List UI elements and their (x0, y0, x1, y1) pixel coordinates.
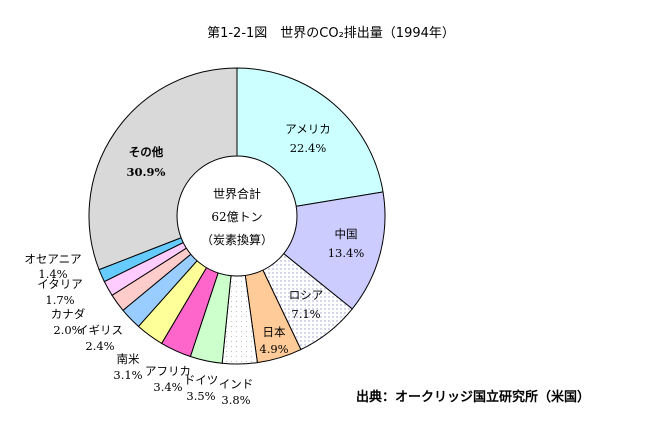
slice-label-5: ドイツ (184, 373, 219, 387)
slice-label-3: 日本 (263, 325, 286, 339)
slice-label-9: カナダ (51, 307, 86, 321)
slice-value-1: 13.4% (328, 246, 365, 260)
center-line2: 62億トン (211, 210, 262, 224)
slice-value-4: 3.8% (221, 393, 250, 407)
center-line3: （炭素換算） (201, 232, 273, 247)
slice-label-2: ロシア (289, 288, 324, 302)
slice-label-10: イタリア (37, 277, 83, 291)
slice-value-8: 2.4% (85, 339, 114, 353)
slice-label-6: アフリカ (145, 364, 191, 378)
slice-value-6: 3.4% (153, 380, 182, 394)
slice-value-9: 2.0% (53, 323, 82, 337)
slice-label-12: その他 (129, 145, 164, 159)
slice-label-8: イギリス (77, 323, 123, 337)
chart-title: 第1-2-1図 世界のCO₂排出量（1994年） (207, 26, 455, 41)
slice-value-11: 1.4% (38, 267, 67, 281)
slice-value-12: 30.9% (127, 165, 166, 179)
center-line1: 世界合計 (213, 186, 261, 201)
slice-value-10: 1.7% (45, 293, 74, 307)
slice-value-0: 22.4% (290, 141, 327, 155)
slice-value-2: 7.1% (291, 307, 320, 321)
source-note: 出典：オークリッジ国立研究所（米国） (356, 390, 591, 405)
slice-label-7: 南米 (117, 352, 140, 366)
center-hole (176, 155, 298, 277)
slice-value-5: 3.5% (186, 389, 215, 403)
slice-value-7: 3.1% (113, 368, 142, 382)
slice-label-11: オセアニア (24, 252, 81, 266)
slice-label-0: アメリカ (285, 122, 330, 136)
slice-label-4: インド (219, 377, 254, 391)
slice-label-1: 中国 (335, 227, 358, 241)
slice-value-3: 4.9% (259, 342, 288, 356)
